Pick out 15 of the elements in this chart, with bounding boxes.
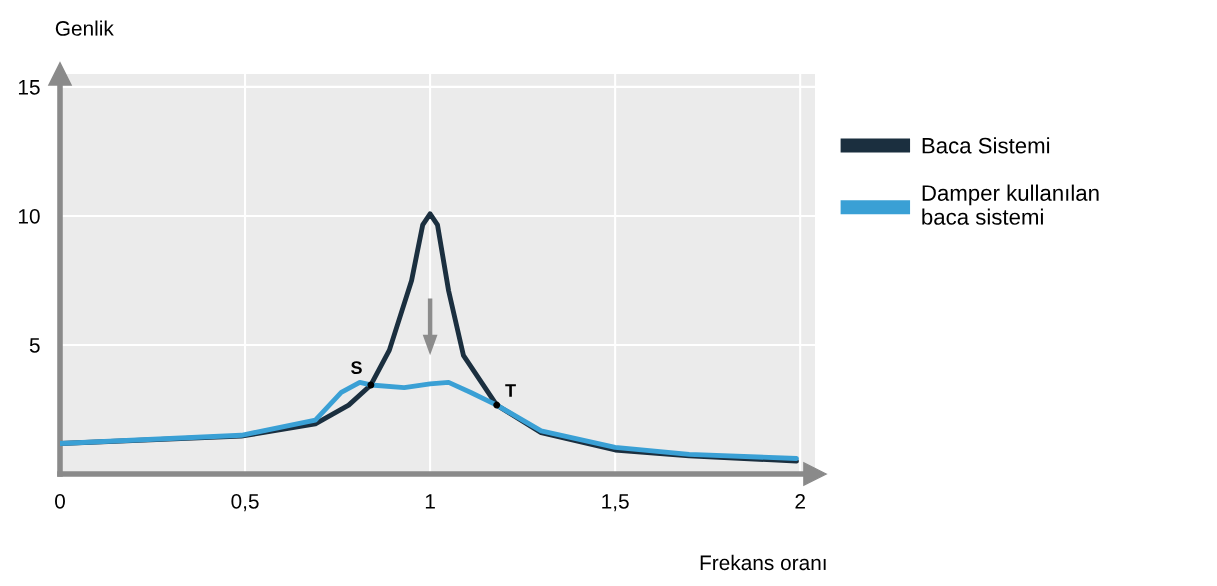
annotation: S <box>351 361 362 375</box>
x-tick-label: 2 <box>795 493 805 509</box>
x-tick-label: 1,5 <box>602 494 629 512</box>
x-axis-title: Frekans oranı <box>700 554 826 571</box>
y-tick-label: 15 <box>18 80 40 95</box>
y-tick-label: 10 <box>18 208 40 224</box>
x-tick-label: 1 <box>425 494 435 509</box>
legend-label: Baca Sistemi <box>922 137 1050 154</box>
y-tick-label: 5 <box>29 338 40 353</box>
x-tick-label: 0 <box>55 493 65 509</box>
y-axis-title: Genlik <box>55 20 114 36</box>
x-tick-label: 0,5 <box>231 493 259 512</box>
annotation: T <box>505 384 516 397</box>
legend-label: Damper kullanılan baca sistemi <box>922 184 1099 225</box>
line-series <box>60 379 799 461</box>
